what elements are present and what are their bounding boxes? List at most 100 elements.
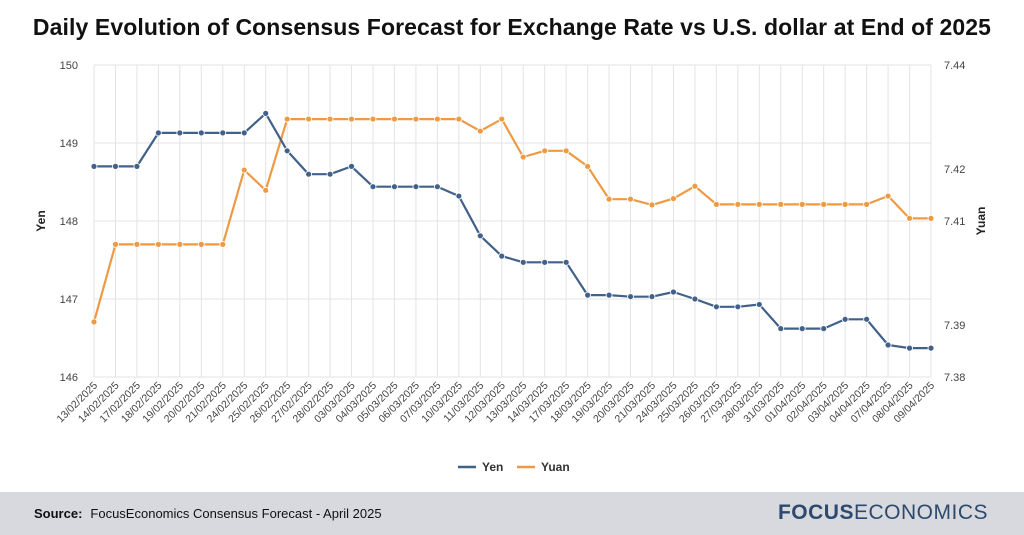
y-right-tick-label: 7.42 xyxy=(944,164,965,176)
y-left-tick-label: 148 xyxy=(60,216,78,228)
data-point-yen xyxy=(691,295,699,303)
legend-label-yuan: Yuan xyxy=(541,460,570,474)
data-point-yen xyxy=(777,325,785,333)
y-left-tick-label: 150 xyxy=(60,60,78,72)
footer-bar: Source: FocusEconomics Consensus Forecast… xyxy=(0,492,1024,535)
data-point-yuan xyxy=(884,192,892,200)
data-point-yuan xyxy=(541,147,549,155)
data-point-yen xyxy=(176,129,184,137)
data-point-yuan xyxy=(798,200,806,208)
data-point-yen xyxy=(112,162,119,170)
data-point-yen xyxy=(197,129,205,137)
data-point-yuan xyxy=(90,318,98,326)
data-point-yen xyxy=(305,170,313,178)
data-point-yuan xyxy=(219,240,227,248)
data-point-yuan xyxy=(197,240,205,248)
data-point-yen xyxy=(455,192,463,200)
data-point-yen xyxy=(476,232,484,240)
data-point-yen xyxy=(712,303,720,311)
data-point-yen xyxy=(884,341,892,349)
data-point-yuan xyxy=(670,195,677,203)
data-point-yuan xyxy=(627,195,634,203)
data-point-yen xyxy=(348,162,355,170)
source-note: Source: FocusEconomics Consensus Forecast… xyxy=(34,506,382,521)
data-point-yen xyxy=(863,315,871,323)
series-line-yen xyxy=(94,112,931,350)
y-left-tick-label: 147 xyxy=(60,294,78,306)
brand-logo: FOCUSECONOMICS xyxy=(778,501,988,525)
source-label: Source: xyxy=(34,506,83,521)
y-right-tick-label: 7.41 xyxy=(944,216,965,228)
data-point-yuan xyxy=(348,115,355,123)
data-point-yen xyxy=(90,162,98,170)
data-point-yuan xyxy=(433,115,441,123)
data-point-yen xyxy=(755,301,763,308)
data-point-yen xyxy=(670,288,677,296)
y-left-tick-label: 149 xyxy=(60,138,78,150)
y-right-tick-label: 7.44 xyxy=(944,60,965,72)
data-point-yen xyxy=(841,315,849,323)
data-point-yuan xyxy=(712,200,720,208)
data-point-yen xyxy=(605,291,613,299)
data-point-yen xyxy=(412,183,420,191)
data-point-yen xyxy=(584,291,592,299)
data-point-yen xyxy=(820,325,828,333)
data-point-yuan xyxy=(391,115,398,123)
data-point-yuan xyxy=(262,186,270,194)
data-point-yen xyxy=(154,129,162,137)
data-point-yuan xyxy=(283,115,291,123)
data-point-yuan xyxy=(369,115,377,123)
brand-bold: FOCUS xyxy=(777,501,854,524)
chart-title: Daily Evolution of Consensus Forecast fo… xyxy=(32,14,992,40)
data-point-yuan xyxy=(455,115,463,123)
data-point-yen xyxy=(927,344,935,352)
data-point-yuan xyxy=(691,182,699,190)
data-point-yen xyxy=(734,303,742,311)
y-left-tick-label: 146 xyxy=(60,372,78,384)
data-point-yuan xyxy=(326,115,334,123)
data-point-yen xyxy=(433,183,441,191)
data-point-yuan xyxy=(154,240,162,248)
data-point-yen xyxy=(798,325,806,333)
data-point-yuan xyxy=(863,200,871,208)
data-point-yuan xyxy=(841,200,849,208)
data-point-yuan xyxy=(605,195,613,203)
legend-label-yen: Yen xyxy=(482,460,503,474)
source-text: FocusEconomics Consensus Forecast - Apri… xyxy=(90,506,382,521)
y-right-tick-label: 7.38 xyxy=(944,372,965,384)
data-point-yen xyxy=(391,183,398,191)
data-point-yuan xyxy=(777,200,785,208)
data-point-yuan xyxy=(755,200,763,208)
data-point-yen xyxy=(906,344,913,352)
data-point-yen xyxy=(541,258,549,266)
data-point-yen xyxy=(562,258,570,266)
data-point-yuan xyxy=(820,200,828,208)
line-chart: 1461471481491507.387.397.417.427.4413/02… xyxy=(34,60,988,474)
data-point-yen xyxy=(240,129,248,137)
y-right-axis-title: Yuan xyxy=(974,207,988,236)
y-right-tick-label: 7.39 xyxy=(944,320,965,332)
series-line-yuan xyxy=(92,117,931,323)
data-point-yen xyxy=(133,162,141,170)
data-point-yen xyxy=(498,252,506,260)
data-point-yen xyxy=(262,109,270,117)
data-point-yuan xyxy=(498,115,506,123)
data-point-yuan xyxy=(240,166,248,174)
data-point-yuan xyxy=(305,115,313,123)
data-point-yuan xyxy=(112,240,119,248)
data-point-yen xyxy=(648,293,656,301)
data-point-yen xyxy=(283,147,291,155)
brand-regular: ECONOMICS xyxy=(853,501,988,524)
data-point-yen xyxy=(627,293,634,301)
data-point-yuan xyxy=(648,201,656,209)
data-point-yuan xyxy=(734,200,742,208)
data-point-yuan xyxy=(176,240,184,248)
data-point-yen xyxy=(326,170,334,178)
data-point-yen xyxy=(219,129,227,137)
data-point-yuan xyxy=(584,162,592,170)
data-point-yuan xyxy=(519,153,527,161)
data-point-yuan xyxy=(927,214,935,222)
data-point-yuan xyxy=(476,127,484,135)
data-point-yuan xyxy=(412,115,420,123)
y-left-axis-title: Yen xyxy=(34,210,48,231)
